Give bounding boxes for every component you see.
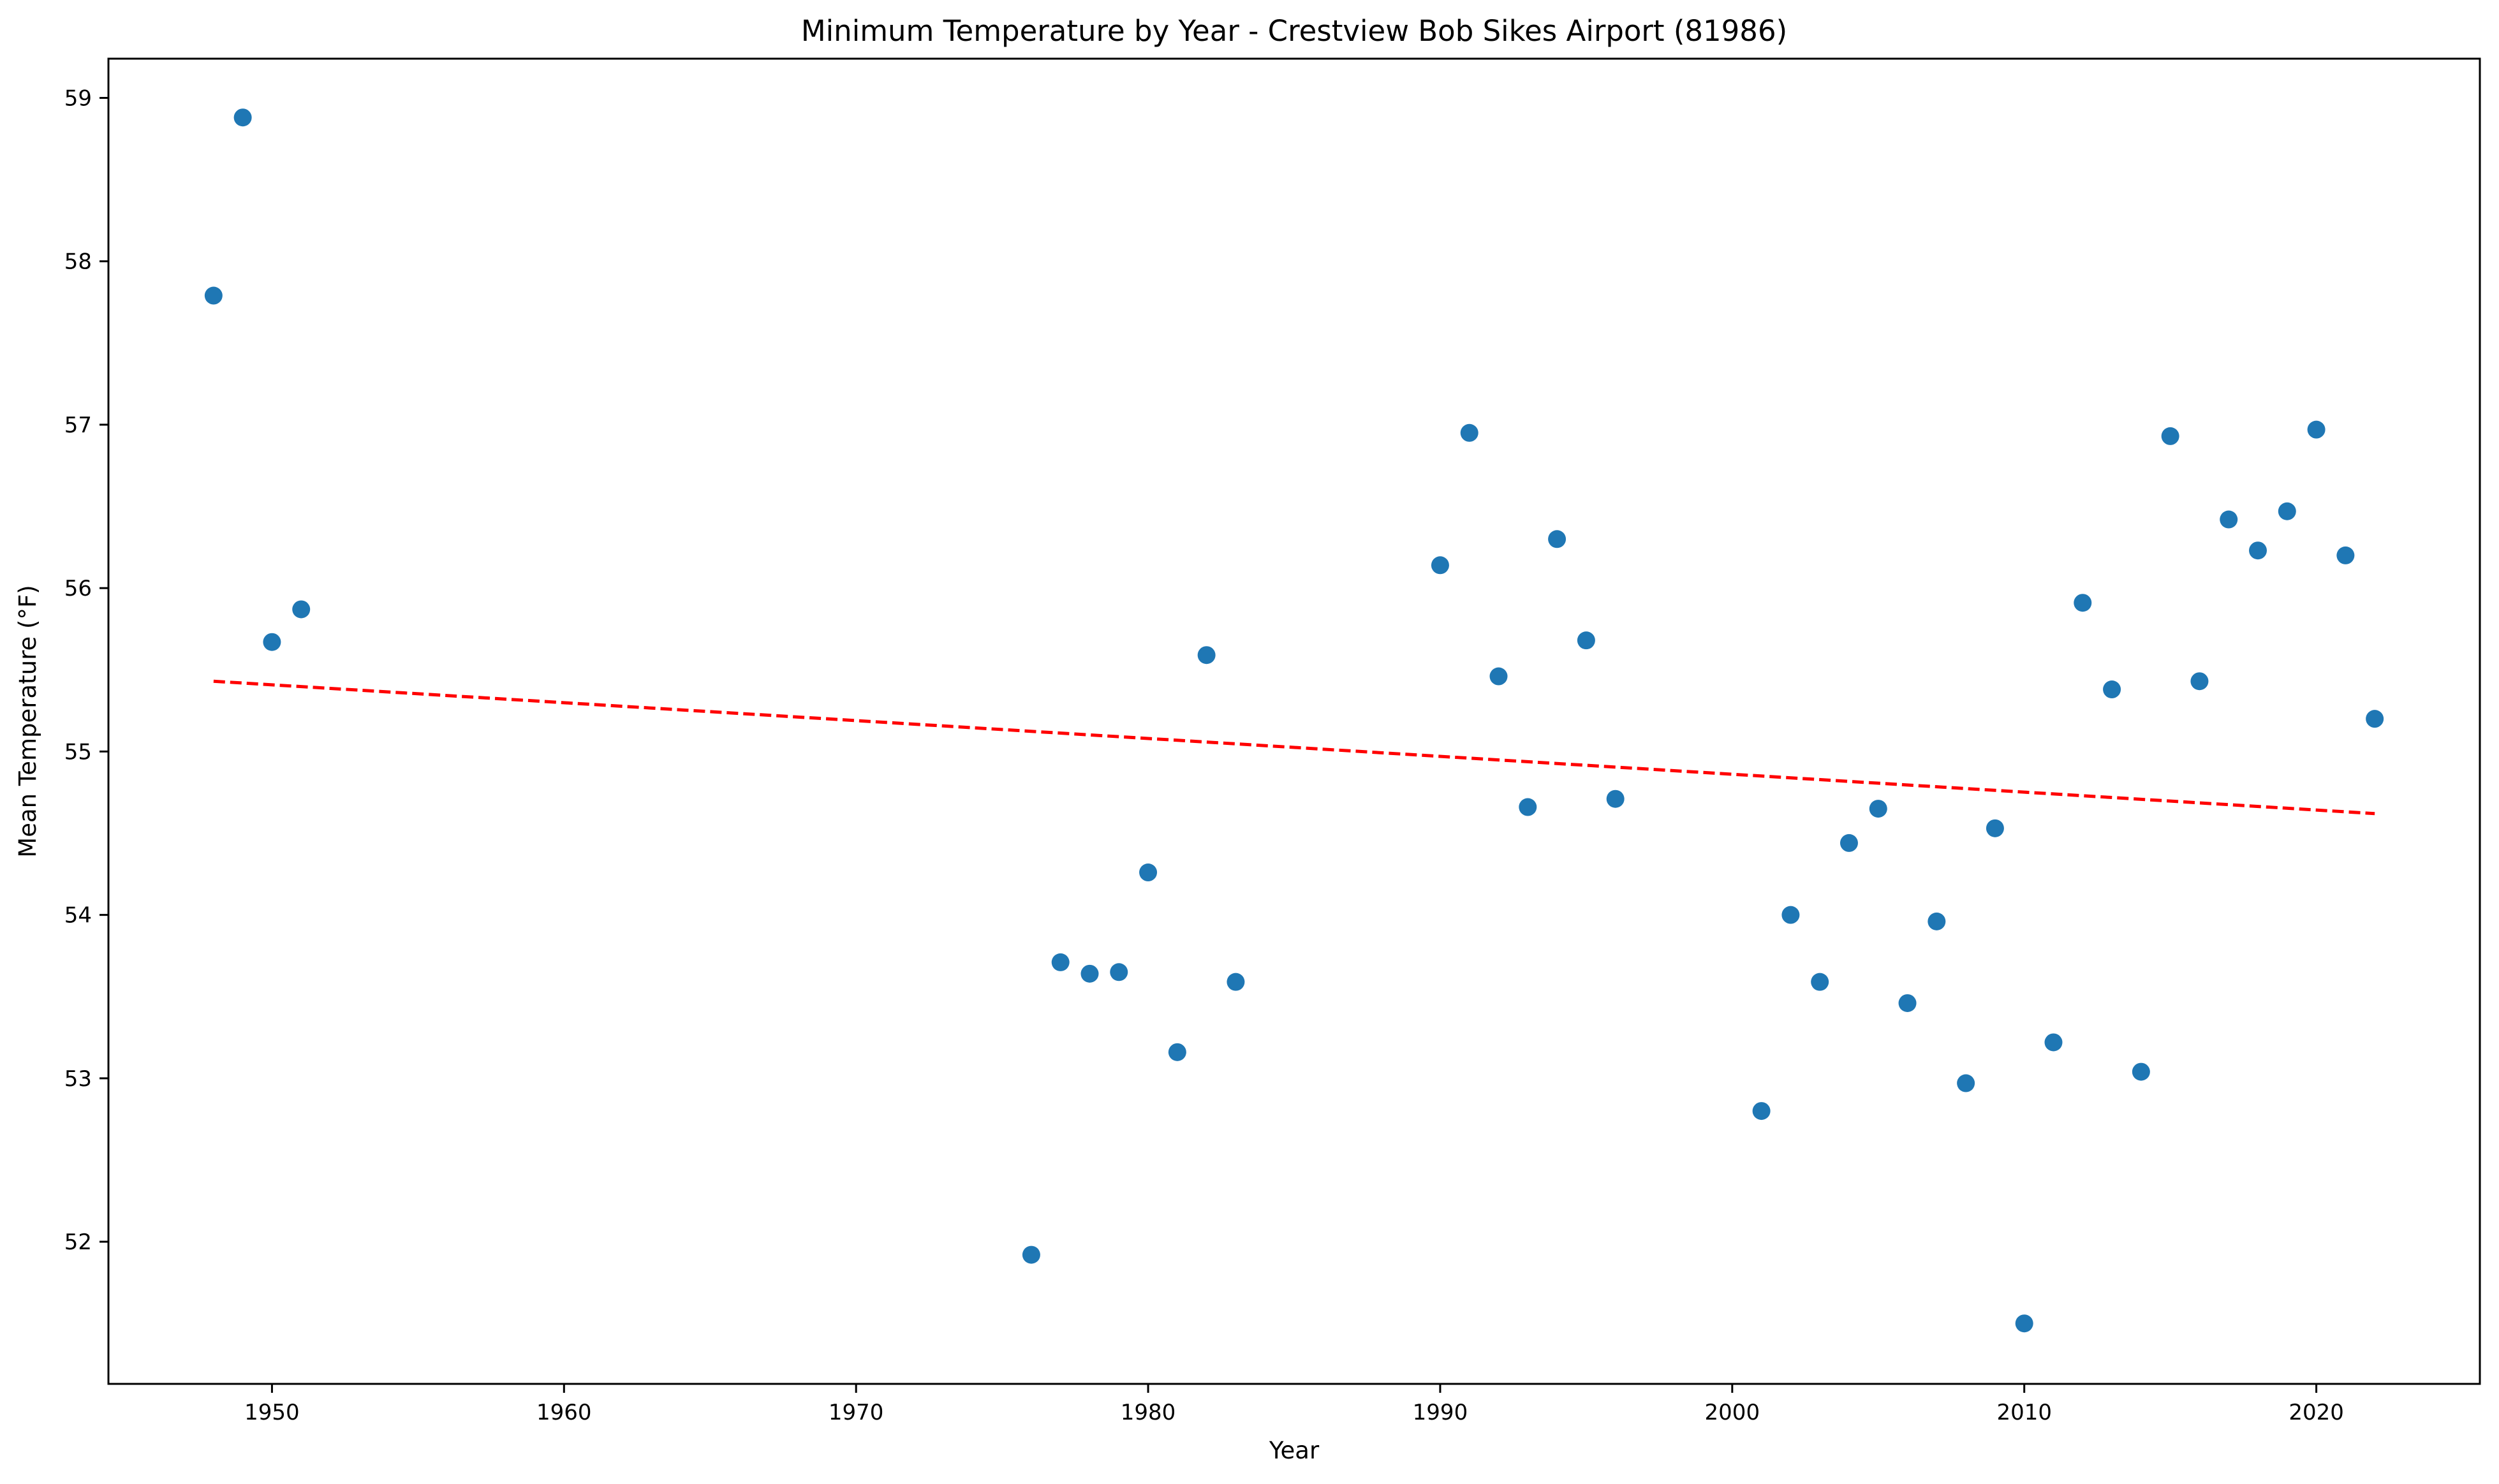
scatter-point: [2307, 420, 2326, 439]
scatter-point: [1080, 964, 1099, 983]
y-axis-label: Mean Temperature (°F): [14, 585, 41, 857]
x-tick-label: 2000: [1705, 1400, 1760, 1425]
scatter-point: [1898, 994, 1917, 1012]
scatter-point: [1139, 863, 1158, 882]
scatter-point: [1460, 423, 1478, 442]
trendline-layer: [213, 679, 2375, 816]
scatter-point: [1022, 1245, 1040, 1264]
scatter-point: [2161, 427, 2179, 445]
scatter-point: [2074, 594, 2092, 612]
scatter-point: [2278, 502, 2296, 520]
scatter-point: [1752, 1102, 1771, 1120]
scatter-point: [263, 633, 281, 651]
scatter-point: [1197, 646, 1216, 665]
scatter-point: [2190, 672, 2209, 691]
scatter-point: [1839, 834, 1858, 852]
scatter-point: [1227, 973, 1245, 991]
scatter-point: [2220, 510, 2238, 529]
x-tick-label: 1950: [244, 1400, 300, 1425]
scatter-point: [2015, 1314, 2033, 1333]
x-tick-label: 2020: [2289, 1400, 2344, 1425]
scatter-point: [204, 286, 223, 305]
trendline: [213, 679, 2375, 816]
scatter-point: [1606, 790, 1625, 808]
scatter-point: [1489, 667, 1508, 686]
scatter-point: [2103, 680, 2121, 699]
scatter-point: [1577, 631, 1595, 650]
y-tick-label: 53: [64, 1066, 92, 1092]
x-tick-label: 1970: [829, 1400, 884, 1425]
x-tick-label: 1980: [1121, 1400, 1176, 1425]
scatter-point: [1811, 973, 1829, 991]
y-tick-label: 58: [64, 249, 92, 275]
scatter-point: [1051, 953, 1070, 971]
scatter-point: [1519, 798, 1537, 816]
scatter-point: [1986, 819, 2004, 837]
scatter-point: [2366, 710, 2384, 728]
plot-frame: [107, 57, 2481, 1385]
scatter-point: [2132, 1062, 2150, 1081]
scatter-point: [292, 600, 311, 619]
scatter-point: [1781, 906, 1800, 924]
x-tick-label: 1990: [1413, 1400, 1468, 1425]
y-axis-ticks: 52 53 54 55 56 57 58 59: [64, 85, 108, 1255]
scatter-point: [2336, 546, 2355, 564]
scatter-point: [1110, 963, 1128, 981]
chart-title: Minimum Temperature by Year - Crestview …: [801, 14, 1787, 48]
scatter-points: [204, 108, 2384, 1333]
y-tick-label: 57: [64, 413, 92, 438]
scatter-point: [1431, 556, 1449, 575]
x-tick-label: 2010: [1996, 1400, 2052, 1425]
x-axis-ticks: 1950 1960 1970 1980 1990 2000 2010 2020: [244, 1384, 2344, 1425]
scatter-point: [1869, 800, 1887, 818]
scatter-point: [1168, 1043, 1186, 1061]
scatter-point: [2044, 1033, 2063, 1052]
scatter-point: [1548, 530, 1566, 548]
y-tick-label: 55: [64, 739, 92, 765]
y-tick-label: 52: [64, 1230, 92, 1255]
y-tick-label: 59: [64, 85, 92, 111]
scatter-point: [2249, 541, 2267, 560]
x-axis-label: Year: [1269, 1437, 1320, 1464]
scatter-point: [1928, 912, 1946, 930]
x-tick-label: 1960: [536, 1400, 592, 1425]
y-tick-label: 54: [64, 903, 92, 929]
scatter-point: [233, 108, 252, 127]
y-tick-label: 56: [64, 576, 92, 601]
scatter-point: [1957, 1074, 1975, 1092]
